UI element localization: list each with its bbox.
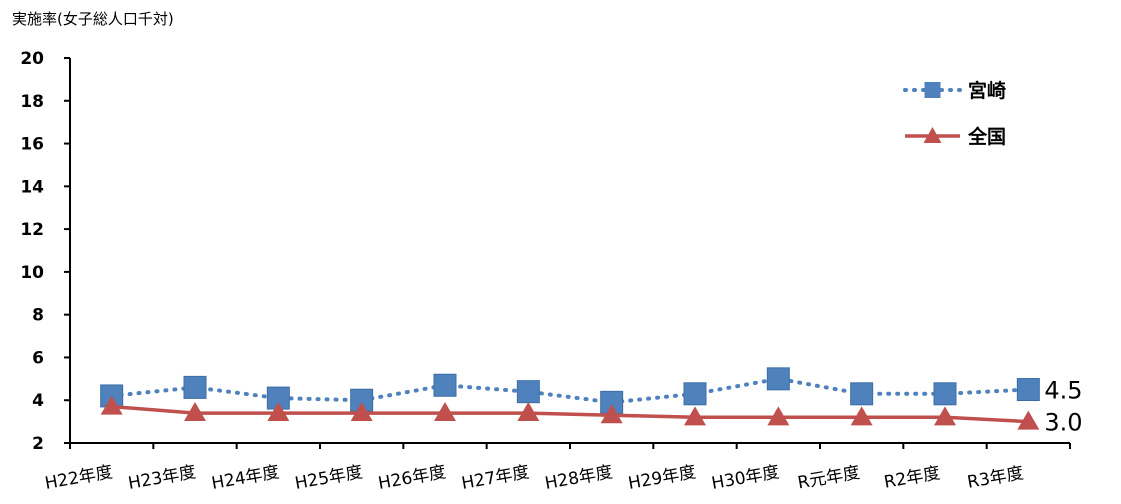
data-point-square <box>683 382 707 406</box>
data-point-square <box>766 367 790 391</box>
data-point-triangle <box>600 404 623 424</box>
x-tick-label: R元年度 <box>796 463 861 494</box>
legend-label: 全国 <box>967 125 1006 148</box>
x-tick-label: H30年度 <box>710 462 781 494</box>
x-tick-label: H23年度 <box>127 462 198 494</box>
data-point-triangle <box>517 402 540 422</box>
y-tick-label: 6 <box>32 348 44 368</box>
x-tick-label: H29年度 <box>627 462 698 494</box>
y-tick-label: 16 <box>20 135 44 155</box>
x-tick-label: H25年度 <box>293 462 364 494</box>
end-value-label: 4.5 <box>1044 377 1082 405</box>
y-tick-label: 10 <box>20 263 44 283</box>
data-point-triangle <box>684 406 706 426</box>
x-tick-label: H28年度 <box>543 462 614 494</box>
x-tick-label: R3年度 <box>966 463 1025 493</box>
series-group: 4.53.0 <box>100 367 1083 437</box>
y-tick-label: 14 <box>20 177 44 197</box>
data-point-square <box>850 382 874 406</box>
y-ticks: 2 4 6 8 10 12 14 16 18 20 <box>20 49 70 454</box>
y-tick-label: 12 <box>20 220 44 240</box>
data-point-square <box>933 382 957 406</box>
x-tick-label: H26年度 <box>377 462 448 494</box>
data-point-triangle <box>850 406 873 426</box>
y-axis-title: 実施率(女子総人口千対) <box>12 10 174 28</box>
axes <box>69 58 1070 444</box>
data-point-triangle <box>350 402 373 422</box>
data-point-square <box>183 375 207 399</box>
y-tick-label: 4 <box>32 391 44 411</box>
y-tick-label: 20 <box>20 49 44 69</box>
data-point-triangle <box>267 402 290 422</box>
legend-label: 宮崎 <box>968 79 1006 102</box>
data-point-triangle <box>767 406 790 426</box>
data-point-triangle <box>184 402 206 422</box>
series-line-1 <box>111 404 1029 424</box>
data-point-square <box>516 380 540 404</box>
end-value-label: 3.0 <box>1044 409 1082 437</box>
data-point-square <box>433 373 457 397</box>
legend-marker-square <box>924 82 941 98</box>
x-tick-label: R2年度 <box>883 463 942 493</box>
x-tick-label: H27年度 <box>460 462 531 494</box>
data-point-triangle <box>100 395 123 415</box>
y-tick-label: 8 <box>32 306 44 326</box>
data-point-triangle <box>934 406 956 426</box>
x-tick-label: H22年度 <box>43 462 114 494</box>
data-point-triangle <box>1017 410 1040 430</box>
x-ticks: H22年度 H23年度 H24年度 H25年度 H26年度 H27年度 H28年度 H29年度… <box>43 443 1071 494</box>
series-line-0 <box>109 376 1031 405</box>
data-point-square <box>1016 378 1040 402</box>
legend-marker-triangle <box>923 127 942 143</box>
data-point-triangle <box>434 402 456 422</box>
y-tick-label: 18 <box>20 92 44 112</box>
x-tick-label: H24年度 <box>210 462 281 494</box>
y-tick-label: 2 <box>32 434 44 454</box>
